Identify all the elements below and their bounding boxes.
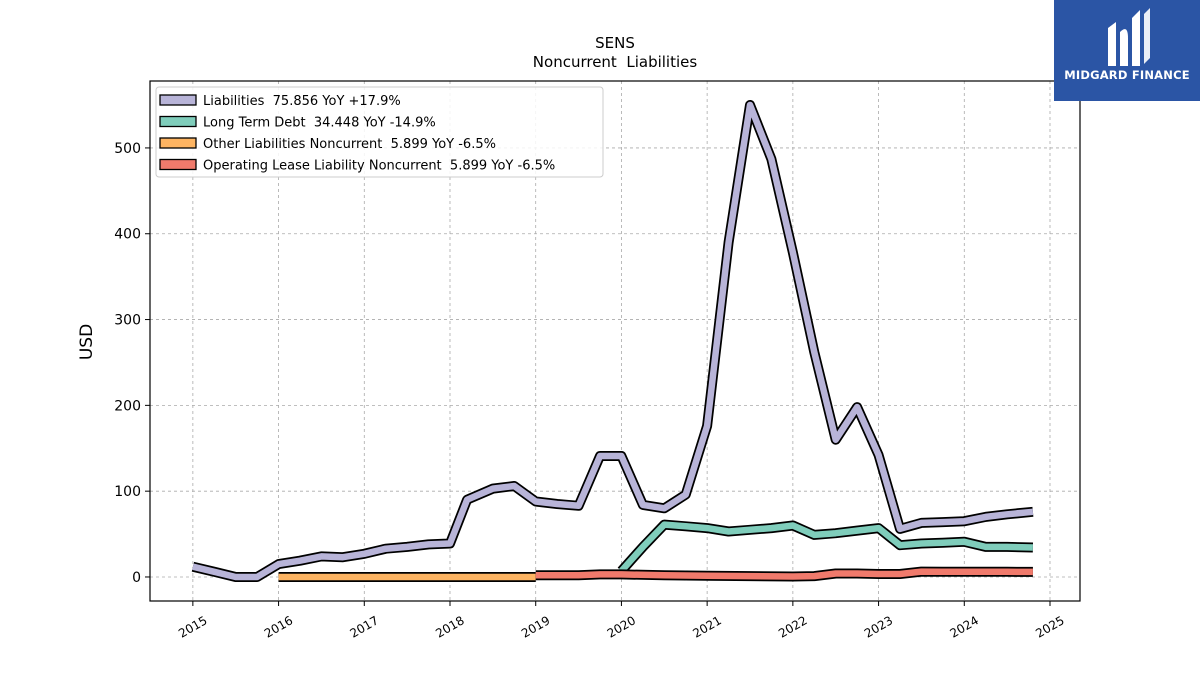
- series-line: [618, 521, 1033, 574]
- series-line: [192, 101, 1034, 581]
- y-tick-label: 500: [114, 141, 141, 157]
- legend: Liabilities 75.856 YoY +17.9% Long Term D…: [155, 86, 604, 178]
- legend-swatch: [159, 137, 197, 149]
- x-tick-label: 2019: [519, 613, 552, 640]
- legend-label: Other Liabilities Noncurrent 5.899 YoY -…: [203, 137, 496, 152]
- x-tick-label: 2016: [262, 613, 295, 640]
- legend-swatch: [159, 115, 197, 128]
- plot-frame: [149, 80, 1081, 602]
- y-tick-label: 100: [114, 484, 141, 500]
- series-line: [535, 568, 1033, 580]
- y-tick-label: 200: [114, 398, 141, 414]
- chart-subtitle: Noncurrent Liabilities: [533, 53, 698, 71]
- y-tick-label: 300: [114, 313, 141, 329]
- x-tick-label: 2021: [690, 613, 723, 640]
- legend-label: Liabilities 75.856 YoY +17.9%: [203, 94, 401, 109]
- legend-box: [155, 86, 604, 178]
- legend-swatch: [159, 94, 197, 106]
- brand-logo: MIDGARD FINANCE: [1054, 0, 1200, 101]
- legend-swatch: [159, 158, 197, 171]
- y-tick-label: 400: [114, 227, 141, 243]
- brand-name: MIDGARD FINANCE: [1064, 68, 1190, 82]
- plot-area: [191, 100, 1034, 582]
- x-tick-label: 2022: [776, 613, 809, 640]
- legend-label: Long Term Debt 34.448 YoY -14.9%: [203, 116, 436, 131]
- legend-label: Operating Lease Liability Noncurrent 5.8…: [203, 159, 555, 174]
- x-tick-label: 2017: [348, 613, 381, 640]
- axis-ticks: 0 100 200 300 400 500 2015 2016 2017 2018 2019 2020…: [114, 141, 1066, 641]
- x-tick-label: 2025: [1033, 613, 1066, 640]
- x-tick-label: 2018: [433, 613, 466, 640]
- y-axis-label: USD: [77, 324, 97, 360]
- y-tick-label: 0: [132, 570, 141, 586]
- x-tick-label: 2024: [948, 613, 981, 640]
- x-tick-label: 2023: [862, 613, 895, 640]
- x-tick-label: 2020: [605, 613, 638, 640]
- brand-logo-icon: [1108, 8, 1150, 66]
- x-tick-label: 2015: [176, 613, 209, 640]
- chart-title: SENS: [595, 34, 635, 52]
